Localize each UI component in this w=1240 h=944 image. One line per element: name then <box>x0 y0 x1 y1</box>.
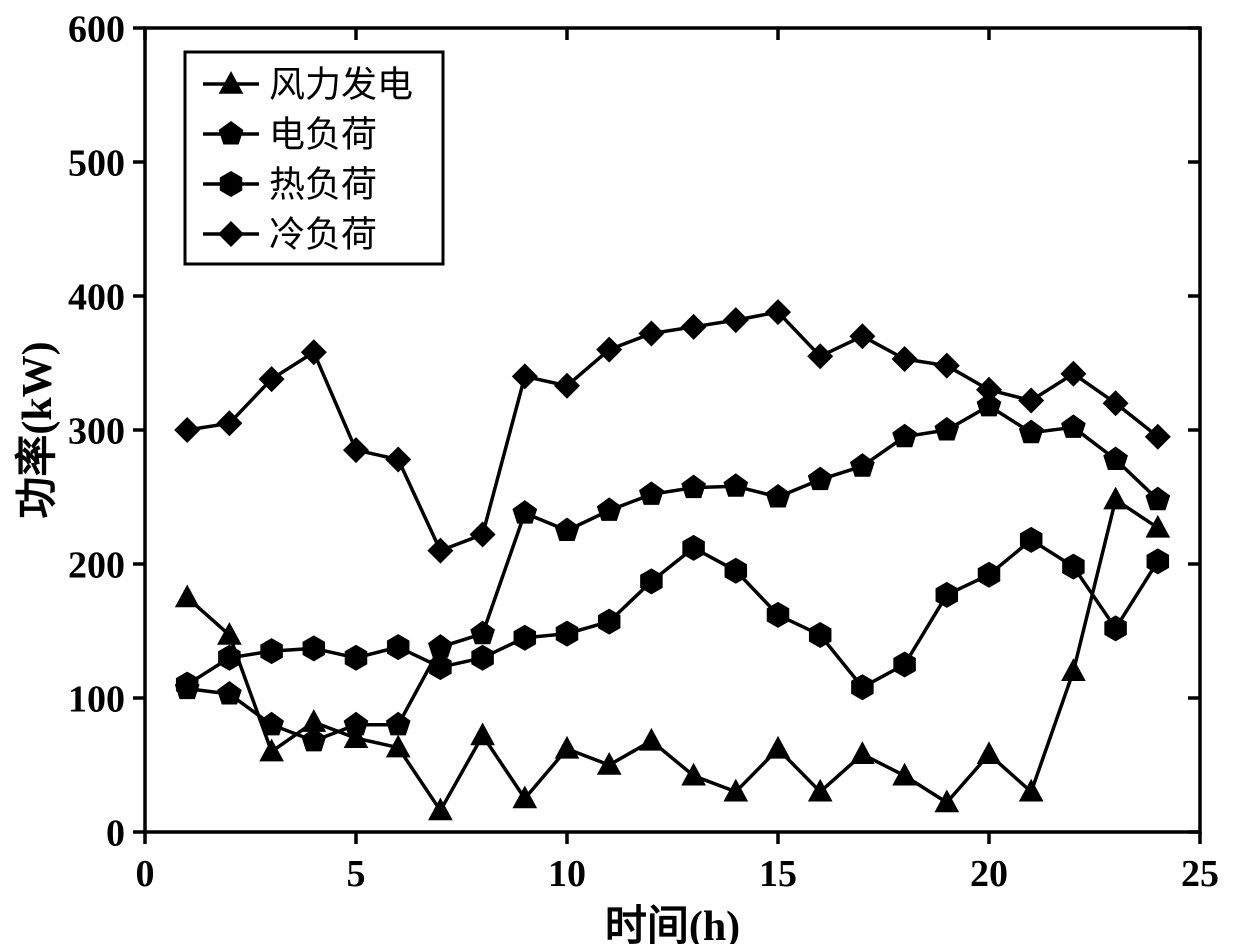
svg-text:冷负荷: 冷负荷 <box>269 215 377 255</box>
svg-text:500: 500 <box>68 142 125 184</box>
svg-text:热负荷: 热负荷 <box>269 165 377 205</box>
line-chart: 0 5 10 15 20 25 0 100 200 300 400 500 600 时间(h) 功率(kW)… <box>0 0 1240 944</box>
svg-text:风力发电: 风力发电 <box>269 65 413 105</box>
svg-text:功率(kW): 功率(kW) <box>14 341 61 518</box>
svg-text:100: 100 <box>68 678 125 720</box>
svg-text:5: 5 <box>347 853 366 895</box>
svg-text:时间(h): 时间(h) <box>605 903 740 944</box>
svg-text:400: 400 <box>68 276 125 318</box>
svg-text:0: 0 <box>136 853 155 895</box>
svg-text:0: 0 <box>106 812 125 854</box>
svg-text:10: 10 <box>548 853 586 895</box>
svg-text:15: 15 <box>759 853 797 895</box>
svg-text:200: 200 <box>68 544 125 586</box>
chart-svg: 0 5 10 15 20 25 0 100 200 300 400 500 600 时间(h) 功率(kW)… <box>0 0 1240 944</box>
svg-text:300: 300 <box>68 410 125 452</box>
svg-text:600: 600 <box>68 8 125 50</box>
svg-text:电负荷: 电负荷 <box>269 115 377 155</box>
svg-text:20: 20 <box>970 853 1008 895</box>
svg-text:25: 25 <box>1181 853 1219 895</box>
